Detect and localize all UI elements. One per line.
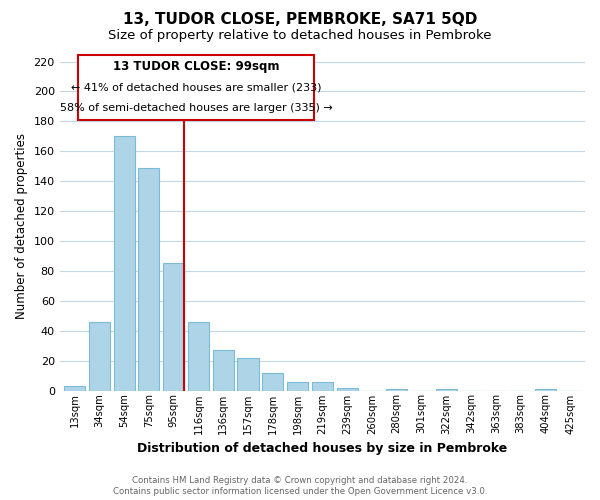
Bar bbox=[113, 136, 134, 390]
Bar bbox=[262, 372, 283, 390]
Bar bbox=[312, 382, 333, 390]
Bar bbox=[188, 322, 209, 390]
Text: Size of property relative to detached houses in Pembroke: Size of property relative to detached ho… bbox=[108, 29, 492, 42]
Text: 58% of semi-detached houses are larger (335) →: 58% of semi-detached houses are larger (… bbox=[60, 103, 332, 113]
Bar bbox=[535, 389, 556, 390]
Text: Contains public sector information licensed under the Open Government Licence v3: Contains public sector information licen… bbox=[113, 487, 487, 496]
Bar bbox=[386, 389, 407, 390]
Text: ← 41% of detached houses are smaller (233): ← 41% of detached houses are smaller (23… bbox=[71, 82, 322, 92]
X-axis label: Distribution of detached houses by size in Pembroke: Distribution of detached houses by size … bbox=[137, 442, 508, 455]
Bar bbox=[163, 264, 184, 390]
Bar bbox=[89, 322, 110, 390]
Bar bbox=[139, 168, 160, 390]
Text: 13, TUDOR CLOSE, PEMBROKE, SA71 5QD: 13, TUDOR CLOSE, PEMBROKE, SA71 5QD bbox=[123, 12, 477, 28]
Y-axis label: Number of detached properties: Number of detached properties bbox=[15, 133, 28, 319]
Text: 13 TUDOR CLOSE: 99sqm: 13 TUDOR CLOSE: 99sqm bbox=[113, 60, 280, 73]
Bar bbox=[436, 389, 457, 390]
Text: Contains HM Land Registry data © Crown copyright and database right 2024.: Contains HM Land Registry data © Crown c… bbox=[132, 476, 468, 485]
Bar bbox=[64, 386, 85, 390]
Bar bbox=[238, 358, 259, 390]
Bar bbox=[287, 382, 308, 390]
Bar bbox=[212, 350, 234, 391]
Bar bbox=[337, 388, 358, 390]
